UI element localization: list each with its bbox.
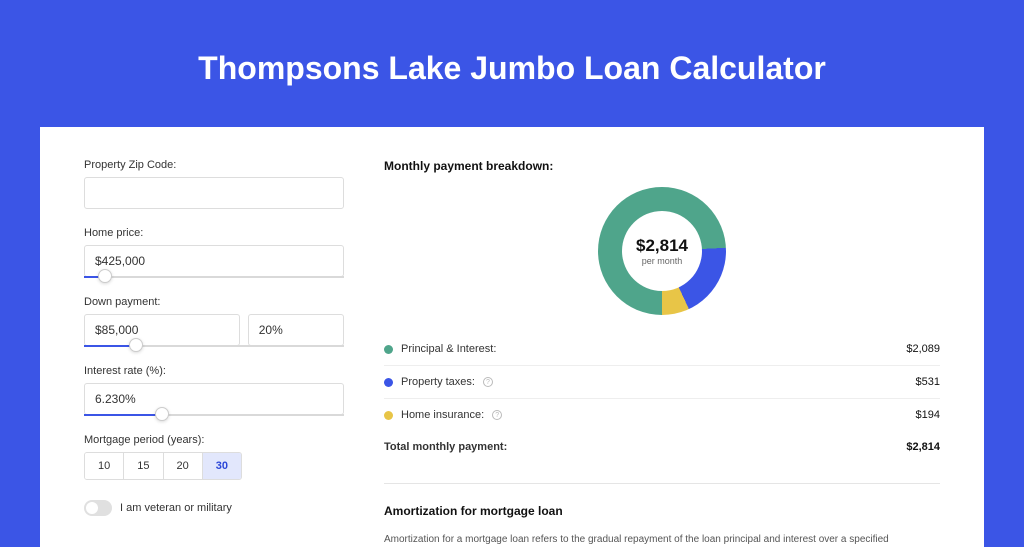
interest-rate-label: Interest rate (%): <box>84 365 344 377</box>
breakdown-column: Monthly payment breakdown: $2,814 per mo… <box>384 159 940 547</box>
interest-rate-input[interactable] <box>84 383 344 415</box>
calculator-card: Property Zip Code: Home price: Down paym… <box>40 127 984 547</box>
zip-group: Property Zip Code: <box>84 159 344 209</box>
down-payment-percent-input[interactable] <box>248 314 344 346</box>
amortization-title: Amortization for mortgage loan <box>384 504 940 518</box>
period-option-10[interactable]: 10 <box>85 453 124 479</box>
legend-dot <box>384 345 393 354</box>
breakdown-label: Home insurance: <box>401 409 484 421</box>
veteran-toggle[interactable] <box>84 500 112 516</box>
donut-amount: $2,814 <box>636 236 688 256</box>
zip-input[interactable] <box>84 177 344 209</box>
down-payment-slider-thumb[interactable] <box>129 338 143 352</box>
form-column: Property Zip Code: Home price: Down paym… <box>84 159 344 547</box>
breakdown-label: Principal & Interest: <box>401 343 496 355</box>
home-price-slider-thumb[interactable] <box>98 269 112 283</box>
breakdown-row: Home insurance:? $194 <box>384 398 940 431</box>
info-icon[interactable]: ? <box>492 410 502 420</box>
period-option-30[interactable]: 30 <box>203 453 241 479</box>
total-value: $2,814 <box>906 441 940 453</box>
legend-dot <box>384 411 393 420</box>
breakdown-value: $531 <box>916 376 940 388</box>
interest-rate-group: Interest rate (%): <box>84 365 344 416</box>
zip-label: Property Zip Code: <box>84 159 344 171</box>
amortization-section: Amortization for mortgage loan Amortizat… <box>384 483 940 547</box>
home-price-slider[interactable] <box>84 276 344 278</box>
veteran-label: I am veteran or military <box>120 502 232 514</box>
down-payment-group: Down payment: <box>84 296 344 347</box>
breakdown-value: $194 <box>916 409 940 421</box>
breakdown-row: Principal & Interest: $2,089 <box>384 333 940 365</box>
info-icon[interactable]: ? <box>483 377 493 387</box>
legend-dot <box>384 378 393 387</box>
home-price-input[interactable] <box>84 245 344 277</box>
down-payment-label: Down payment: <box>84 296 344 308</box>
mortgage-period-label: Mortgage period (years): <box>84 434 344 446</box>
amortization-text: Amortization for a mortgage loan refers … <box>384 532 940 547</box>
breakdown-list: Principal & Interest: $2,089 Property taxe… <box>384 333 940 431</box>
breakdown-label: Property taxes: <box>401 376 475 388</box>
home-price-group: Home price: <box>84 227 344 278</box>
card-offset: Property Zip Code: Home price: Down paym… <box>40 127 984 547</box>
breakdown-value: $2,089 <box>906 343 940 355</box>
interest-rate-slider-thumb[interactable] <box>155 407 169 421</box>
payment-donut-chart: $2,814 per month <box>598 187 726 315</box>
down-payment-slider[interactable] <box>84 345 344 347</box>
page-title: Thompsons Lake Jumbo Loan Calculator <box>0 50 1024 87</box>
total-row: Total monthly payment: $2,814 <box>384 431 940 463</box>
total-label: Total monthly payment: <box>384 441 507 453</box>
period-option-15[interactable]: 15 <box>124 453 163 479</box>
veteran-row: I am veteran or military <box>84 500 344 516</box>
donut-center: $2,814 per month <box>622 211 702 291</box>
breakdown-row: Property taxes:? $531 <box>384 365 940 398</box>
period-option-20[interactable]: 20 <box>164 453 203 479</box>
home-price-label: Home price: <box>84 227 344 239</box>
breakdown-title: Monthly payment breakdown: <box>384 159 940 173</box>
interest-rate-slider[interactable] <box>84 414 344 416</box>
down-payment-amount-input[interactable] <box>84 314 240 346</box>
donut-sublabel: per month <box>642 256 683 266</box>
toggle-knob <box>86 502 98 514</box>
interest-rate-slider-fill <box>84 414 162 416</box>
donut-wrap: $2,814 per month <box>384 187 940 315</box>
page-header: Thompsons Lake Jumbo Loan Calculator <box>0 0 1024 117</box>
mortgage-period-segmented: 10152030 <box>84 452 242 480</box>
mortgage-period-group: Mortgage period (years): 10152030 <box>84 434 344 480</box>
